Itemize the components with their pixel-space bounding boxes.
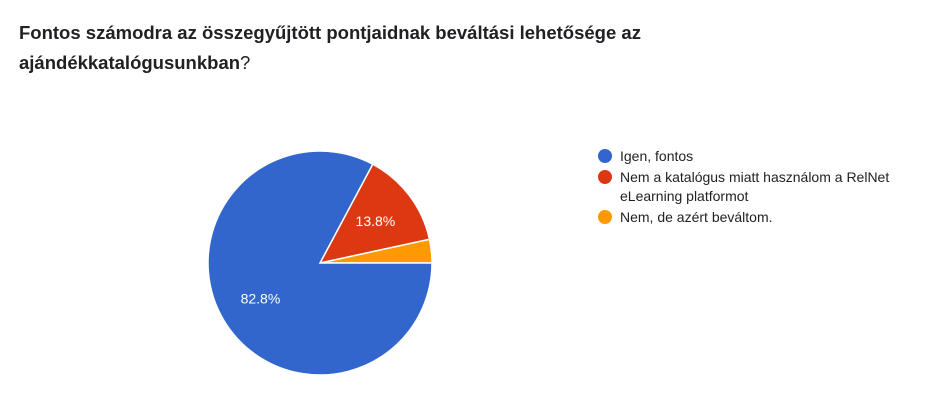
pie-label-1: 13.8% <box>356 213 396 229</box>
legend-item-1[interactable]: Nem a katalógus miatt használom a RelNet… <box>598 168 898 206</box>
pie-slice-1[interactable] <box>318 163 431 265</box>
legend-label: Nem a katalógus miatt használom a RelNet… <box>620 169 890 204</box>
question-title-mark: ? <box>240 52 251 73</box>
pie-label-0: 82.8% <box>241 291 281 307</box>
question-title: Fontos számodra az összegyűjtött pontjai… <box>19 18 779 78</box>
legend-item-0[interactable]: Igen, fontos <box>598 147 898 166</box>
legend-dot-icon <box>598 210 612 224</box>
legend-dot-icon <box>598 170 612 184</box>
chart-legend: Igen, fontos Nem a katalógus miatt haszná… <box>598 147 898 229</box>
legend-dot-icon <box>598 149 612 163</box>
question-title-bold: Fontos számodra az összegyűjtött pontjai… <box>19 22 641 73</box>
legend-label: Igen, fontos <box>620 148 694 164</box>
pie-slice-0[interactable] <box>207 150 433 376</box>
legend-item-2[interactable]: Nem, de azért beváltom. <box>598 208 898 227</box>
legend-label: Nem, de azért beváltom. <box>620 209 773 225</box>
